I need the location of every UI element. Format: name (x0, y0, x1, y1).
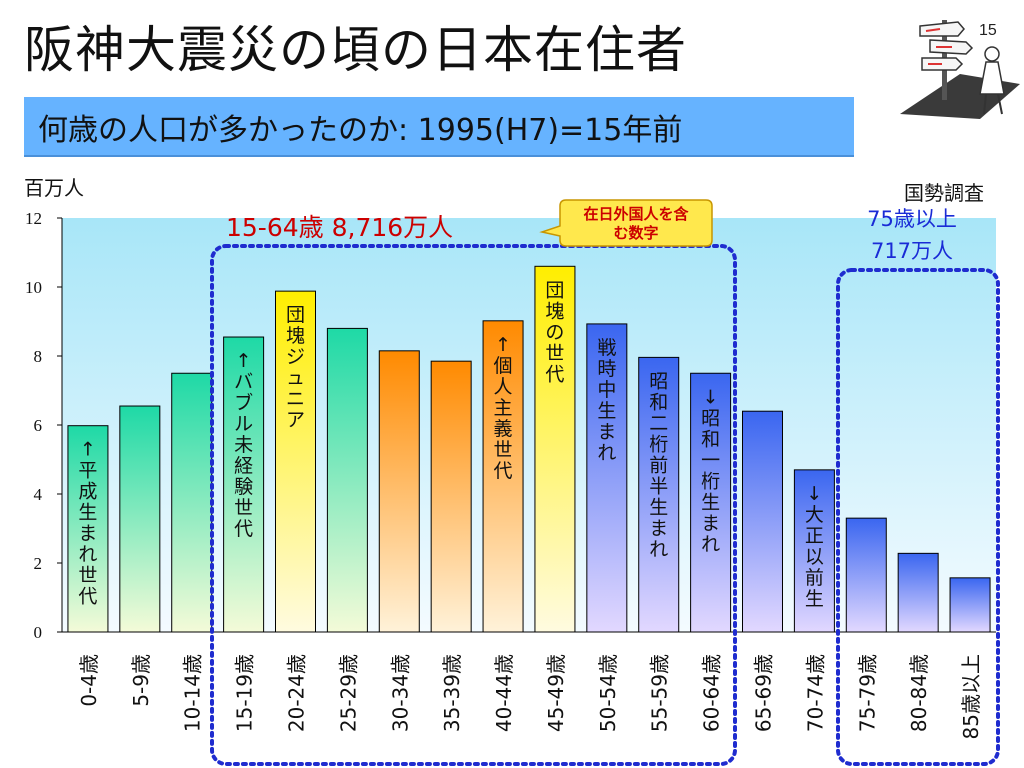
elderly-annotation-line1: 75歳以上 (867, 207, 957, 231)
plot-area (62, 218, 996, 632)
bar-annotation: ↑バブル未経験世代 (234, 350, 253, 540)
bar-55-59歳 (638, 356, 680, 633)
x-tick-label: 45-49歳 (544, 654, 568, 732)
bar-80-84歳 (897, 552, 939, 633)
callout-text-line1: 在日外国人を含 (583, 205, 689, 223)
bar-35-39歳 (430, 360, 472, 633)
bar-15-19歳 (223, 336, 265, 633)
working-age-annotation: 15-64歳 8,716万人 (226, 213, 453, 242)
bar-85歳以上 (949, 577, 991, 633)
source-label: 国勢調査 (904, 181, 984, 205)
subtitle: 何歳の人口が多かったのか: 1995(H7)=15年前 (38, 113, 683, 148)
bar-annotation: 戦時中生まれ (597, 337, 616, 464)
bar-annotation: ↓大正以前生 (805, 483, 824, 610)
bar-annotation: 昭和二桁前半生まれ (649, 370, 668, 560)
elderly-group-box (836, 268, 1000, 766)
x-tick-label: 70-74歳 (803, 654, 827, 732)
slide-number: 15 (979, 22, 997, 39)
y-tick-label: 8 (34, 347, 43, 366)
y-tick-label: 12 (25, 209, 42, 228)
x-tick-label: 0-4歳 (77, 654, 101, 707)
bar-50-54歳 (586, 323, 628, 633)
bar-20-24歳 (275, 290, 316, 633)
bar-30-34歳 (378, 350, 420, 633)
bar-45-49歳 (534, 265, 576, 633)
bar-5-9歳 (119, 405, 161, 633)
y-tick-label: 10 (25, 278, 42, 297)
x-tick-label: 60-64歳 (700, 654, 724, 732)
bar-annotation: ↓昭和一桁生まれ (701, 386, 720, 555)
foreigners-callout-bubble (539, 199, 713, 247)
subtitle-bar: 何歳の人口が多かったのか: 1995(H7)=15年前 (24, 97, 854, 157)
page-title: 阪神大震災の頃の日本在住者 (24, 21, 687, 79)
callout-text-line2: む数字 (613, 224, 658, 242)
bar-40-44歳 (482, 320, 524, 633)
x-tick-label: 25-29歳 (336, 654, 360, 732)
x-tick-label: 35-39歳 (440, 654, 464, 732)
x-tick-label: 30-34歳 (388, 654, 412, 732)
x-tick-label: 85歳以上 (959, 654, 983, 739)
bar-25-29歳 (326, 327, 368, 633)
bar-70-74歳 (793, 469, 835, 633)
bar-annotation: 団塊の世代 (545, 279, 564, 385)
y-tick-label: 6 (34, 416, 43, 435)
x-tick-label: 20-24歳 (285, 654, 309, 732)
bar-60-64歳 (690, 372, 732, 633)
signpost-person-illustration (900, 20, 1020, 119)
y-axis-unit-label: 百万人 (24, 176, 84, 200)
working-age-group-box (210, 244, 737, 766)
bar-75-79歳 (845, 517, 887, 633)
bar-65-69歳 (742, 410, 783, 633)
bar-annotation: ↑平成生まれ世代 (78, 439, 97, 608)
x-tick-label: 10-14歳 (181, 654, 205, 732)
x-tick-label: 5-9歳 (129, 654, 153, 707)
x-tick-label: 50-54歳 (596, 654, 620, 732)
bar-annotation: ↑個人主義世代 (494, 334, 513, 482)
x-tick-label: 65-69歳 (752, 654, 776, 732)
y-tick-label: 2 (34, 554, 43, 573)
bar-annotation: 団塊ジュニア (286, 304, 305, 431)
x-tick-label: 80-84歳 (907, 654, 931, 732)
x-tick-label: 55-59歳 (648, 654, 672, 732)
x-tick-label: 75-79歳 (855, 654, 879, 732)
bar-0-4歳 (67, 425, 109, 633)
elderly-annotation-line2: 717万人 (871, 239, 953, 263)
bar-10-14歳 (171, 372, 213, 633)
y-tick-label: 4 (34, 485, 43, 504)
x-tick-label: 15-19歳 (233, 654, 257, 732)
y-tick-label: 0 (34, 623, 43, 642)
x-tick-label: 40-44歳 (492, 654, 516, 732)
